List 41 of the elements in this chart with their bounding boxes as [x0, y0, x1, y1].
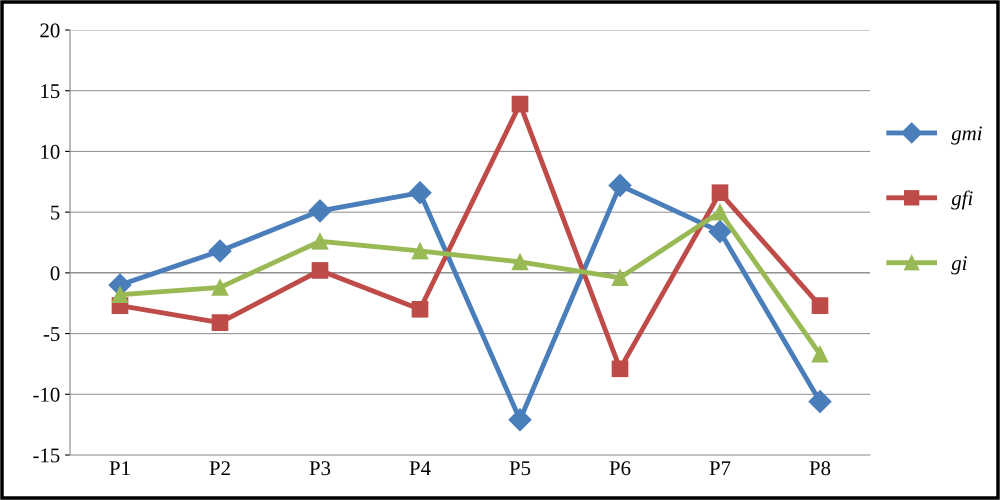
point [408, 181, 432, 204]
y-tick-label: -10 [33, 388, 60, 402]
y-tick-label: 10 [41, 144, 60, 159]
legend-label: gi [951, 256, 967, 274]
legend-label: gmi [951, 126, 982, 145]
point [508, 408, 532, 432]
x-tick-label: P5 [510, 461, 530, 476]
y-tick-label: 5 [51, 206, 60, 220]
y-tick-label: -15 [33, 448, 60, 462]
x-tick-label: P7 [710, 461, 730, 476]
legend-label: gfi [951, 190, 973, 210]
point [312, 232, 328, 250]
point [212, 314, 228, 331]
point [808, 390, 832, 414]
point [312, 262, 328, 279]
x-tick-label: P8 [810, 461, 830, 476]
point [612, 360, 628, 378]
x-tick-label: P6 [610, 461, 630, 476]
y-tick-label: 0 [50, 266, 60, 280]
point [412, 300, 428, 318]
point [512, 254, 528, 270]
point [712, 184, 728, 202]
x-tick-label: P1 [110, 461, 130, 476]
x-tick-label: P4 [410, 461, 431, 476]
y-tick-label: 20 [40, 23, 60, 38]
y-tick-label: -5 [44, 327, 60, 342]
point [612, 269, 628, 286]
x-tick-label: P3 [310, 461, 330, 476]
point [708, 220, 732, 244]
point [208, 240, 232, 262]
y-tick-label: 15 [41, 84, 60, 98]
x-tick-label: P2 [210, 461, 230, 476]
point [608, 174, 632, 197]
point [812, 346, 828, 363]
point [712, 204, 728, 220]
point [212, 279, 228, 296]
point [812, 297, 828, 314]
point [308, 199, 332, 222]
point [412, 242, 428, 260]
point [112, 286, 128, 304]
point [512, 96, 528, 112]
